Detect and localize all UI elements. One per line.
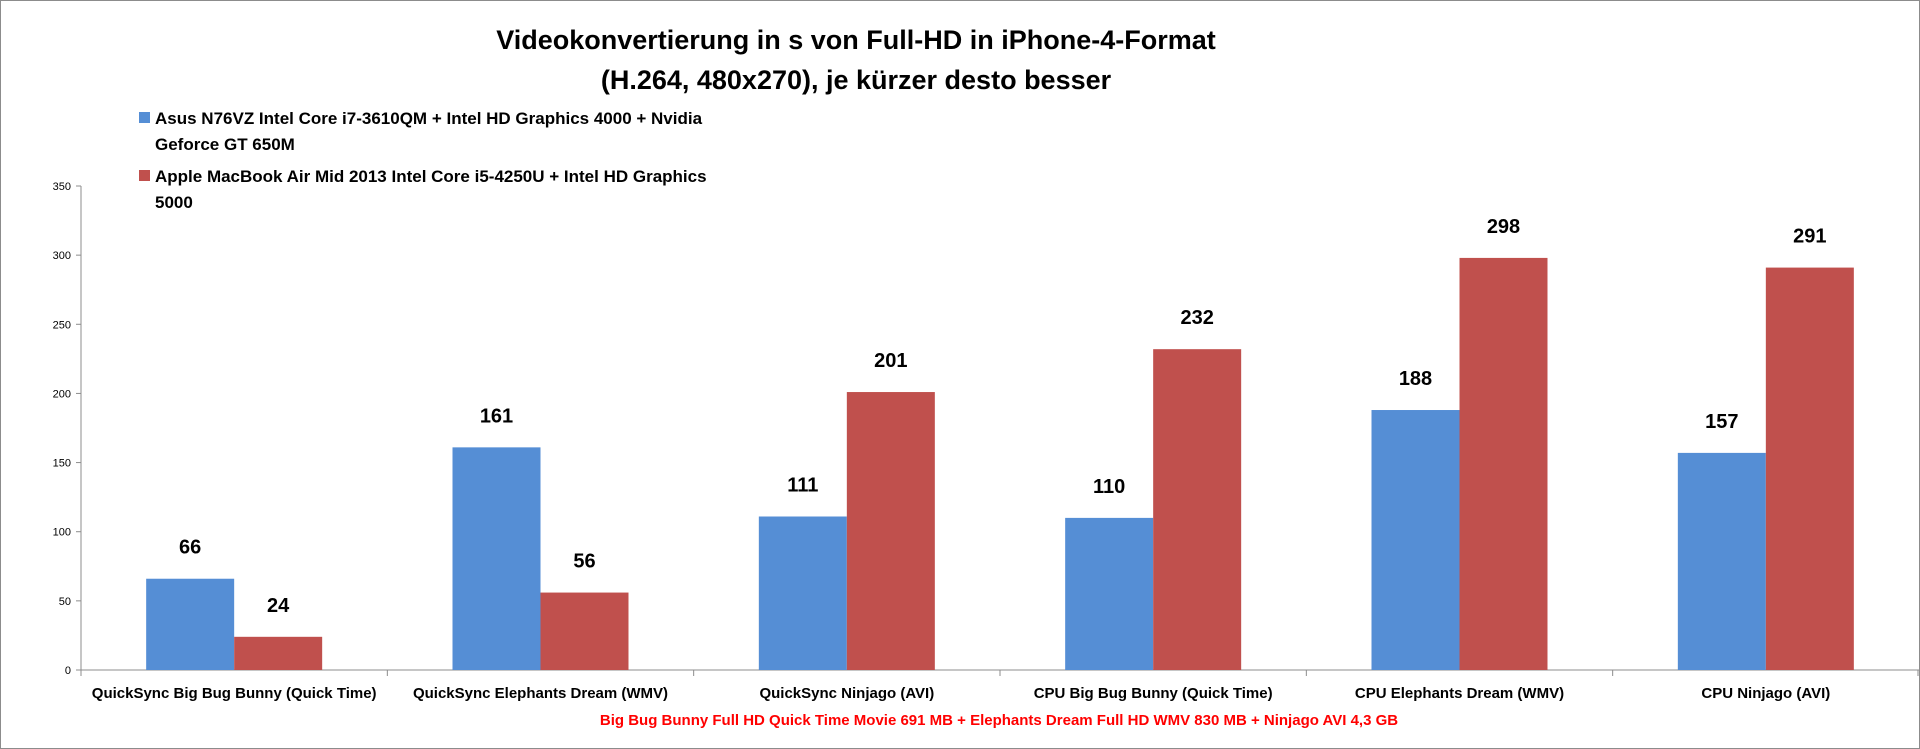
bar-data-label: 56 <box>573 551 595 573</box>
bar-data-label: 161 <box>480 405 513 427</box>
bar-data-label: 188 <box>1399 368 1432 390</box>
bar-data-label: 110 <box>1093 476 1125 498</box>
x-category-label: CPU Ninjago (AVI) <box>1701 685 1830 702</box>
bar-series-1 <box>146 578 235 670</box>
legend-label: Geforce GT 650M <box>155 135 295 154</box>
x-category-label: CPU Big Bug Bunny (Quick Time) <box>1034 685 1273 702</box>
bar-series-2 <box>1459 257 1548 670</box>
bar-data-label: 24 <box>267 595 290 617</box>
bar-data-label: 157 <box>1705 411 1738 433</box>
legend-label: Asus N76VZ Intel Core i7-3610QM + Intel … <box>155 109 703 128</box>
chart-title-line: (H.264, 480x270), je kürzer desto besser <box>601 65 1112 95</box>
y-tick-label: 0 <box>65 665 71 677</box>
bar-data-label: 201 <box>874 350 907 372</box>
legend-label: Apple MacBook Air Mid 2013 Intel Core i5… <box>155 167 707 186</box>
x-category-label: QuickSync Big Bug Bunny (Quick Time) <box>92 685 377 702</box>
legend-label: 5000 <box>155 193 193 212</box>
bar-series-1 <box>1677 452 1766 670</box>
bar-series-1 <box>758 516 847 670</box>
bar-series-1 <box>1371 410 1460 670</box>
bar-data-label: 298 <box>1487 216 1520 238</box>
bar-series-1 <box>1065 517 1154 670</box>
bar-series-2 <box>846 392 935 670</box>
y-tick-label: 350 <box>53 181 71 193</box>
bar-data-label: 66 <box>179 537 201 559</box>
bar-series-2 <box>1765 267 1854 670</box>
legend-swatch <box>139 170 150 181</box>
y-tick-label: 100 <box>53 527 71 539</box>
bar-data-label: 111 <box>787 475 818 497</box>
bar-series-2 <box>1153 349 1242 670</box>
y-tick-label: 300 <box>53 250 71 262</box>
x-axis-note: Big Bug Bunny Full HD Quick Time Movie 6… <box>600 712 1398 729</box>
y-tick-label: 50 <box>59 596 71 608</box>
y-tick-label: 200 <box>53 388 71 400</box>
y-tick-label: 150 <box>53 458 71 470</box>
x-category-label: QuickSync Elephants Dream (WMV) <box>413 685 668 702</box>
chart-title-line: Videokonvertierung in s von Full-HD in i… <box>496 25 1216 55</box>
x-category-label: CPU Elephants Dream (WMV) <box>1355 685 1564 702</box>
bar-series-1 <box>452 447 541 670</box>
bar-data-label: 232 <box>1180 307 1213 329</box>
legend-swatch <box>139 112 150 123</box>
y-tick-label: 250 <box>53 319 71 331</box>
bar-series-2 <box>234 636 323 670</box>
bar-series-2 <box>540 592 629 670</box>
x-category-label: QuickSync Ninjago (AVI) <box>759 685 934 702</box>
bar-data-label: 291 <box>1793 226 1826 248</box>
